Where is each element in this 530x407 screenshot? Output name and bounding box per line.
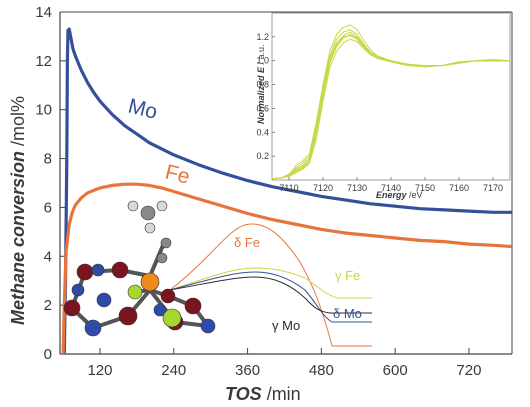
atom-sphere [140, 272, 160, 292]
atom-sphere [71, 283, 85, 297]
peak-label-gamma-fe: γ Fe [335, 268, 360, 283]
peak-label-gamma-mo: γ Mo [272, 318, 300, 333]
y-axis-title: Methane conversion /mol% [8, 96, 28, 325]
main-ticks: 0 2 4 6 8 10 12 14 120 240 360 480 600 720 [35, 4, 481, 379]
series-line-mo [62, 27, 512, 355]
peak-schematic: δ Fe γ Fe δ Mo γ Mo [169, 223, 372, 347]
atom-sphere [162, 308, 182, 328]
atom-sphere [96, 292, 112, 308]
atom-sphere [160, 237, 172, 249]
inset-x-tick-label: 7130 [347, 183, 367, 193]
y-tick-label: 10 [35, 102, 52, 119]
atom-sphere [111, 261, 129, 279]
inset-x-tick-label: 7110 [279, 183, 298, 193]
inset-x-tick-label: 7150 [415, 183, 435, 193]
x-tick-label: 120 [87, 362, 112, 379]
inset-x-tick-label: 7160 [449, 183, 469, 193]
main-series [61, 27, 513, 355]
atom-sphere [184, 297, 202, 315]
main-plot-frame [59, 11, 513, 355]
inset-y-tick-label: 1.0 [256, 56, 269, 66]
atom-sphere [84, 319, 102, 337]
inset-y-tick-label: 0.2 [256, 151, 269, 161]
inset-x-axis-title: Energy /eV [376, 190, 423, 200]
inset-xanes-plot: 0.2 0.4 0.6 0.8 1.0 1.2 7110 7120 7130 7140 7150 71… [256, 12, 511, 200]
inset-y-tick-label: 0.4 [256, 127, 269, 137]
atom-sphere [153, 303, 167, 317]
series-label-fe: Fe [163, 161, 192, 189]
peak-label-delta-fe: δ Fe [234, 235, 260, 250]
series-line-fe [61, 182, 513, 355]
x-axis-title: TOS /min [225, 384, 301, 404]
molecule-illustration [63, 200, 216, 337]
atom-sphere [200, 318, 216, 334]
y-tick-label: 2 [44, 297, 52, 314]
y-tick-label: 0 [44, 346, 52, 363]
inset-x-tick-label: 7170 [483, 183, 503, 193]
peak-label-delta-mo: δ Mo [333, 306, 362, 321]
y-tick-label: 14 [35, 4, 52, 21]
atom-sphere [140, 205, 156, 221]
peak-curve-gamma-mo [169, 276, 372, 314]
inset-ticks: 0.2 0.4 0.6 0.8 1.0 1.2 7110 7120 7130 7140 7150 71… [256, 32, 503, 193]
atom-sphere [127, 284, 143, 300]
x-tick-label: 720 [456, 362, 481, 379]
atom-sphere [118, 306, 138, 326]
inset-x-tick-label: 7140 [381, 183, 401, 193]
inset-y-tick-label: 0.6 [256, 103, 269, 113]
atom-sphere [127, 200, 139, 212]
inset-y-tick-label: 0.8 [256, 80, 269, 90]
atom-sphere [63, 299, 81, 317]
atom-sphere [156, 252, 168, 264]
atom-sphere [144, 222, 156, 234]
peak-curve-delta-fe [169, 223, 372, 347]
inset-series [271, 24, 511, 180]
y-tick-label: 4 [44, 248, 52, 265]
inset-y-tick-label: 1.2 [256, 32, 269, 42]
y-tick-label: 8 [44, 151, 52, 168]
x-tick-label: 600 [383, 362, 408, 379]
y-tick-label: 6 [44, 199, 52, 216]
series-label-mo: Mo [126, 95, 160, 124]
x-tick-label: 360 [235, 362, 260, 379]
inset-spectrum-line [271, 35, 510, 180]
x-tick-label: 480 [309, 362, 334, 379]
atom-sphere [76, 263, 94, 281]
atom-sphere [156, 200, 168, 212]
inset-x-tick-label: 7120 [313, 183, 333, 193]
y-tick-label: 12 [35, 53, 52, 70]
molecule-atoms [63, 200, 216, 337]
x-tick-label: 240 [161, 362, 186, 379]
peak-curve-gamma-fe [169, 267, 372, 299]
atom-sphere [160, 288, 176, 304]
inset-y-axis-title: Normalized E / a.u. [256, 44, 266, 124]
atom-sphere [91, 263, 105, 277]
